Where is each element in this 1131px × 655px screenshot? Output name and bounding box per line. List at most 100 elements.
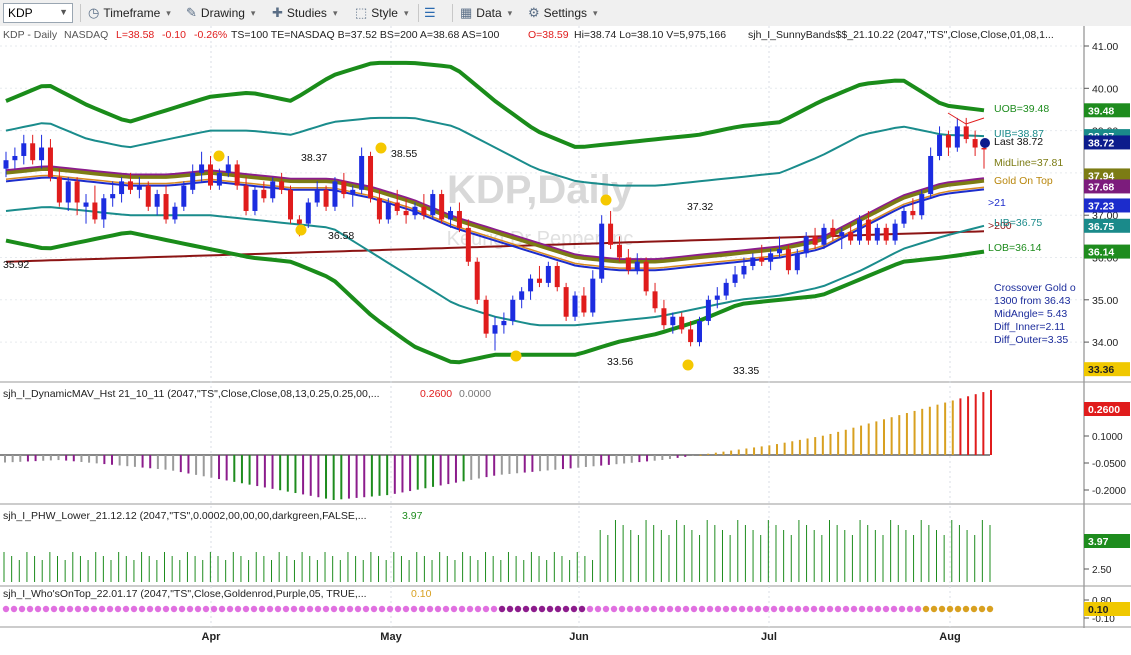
- whos-on-top-dot: [2, 605, 10, 613]
- histogram-bar: [707, 453, 710, 455]
- whos-on-top-dot: [770, 605, 778, 613]
- histogram-bar: [462, 455, 465, 482]
- whos-on-top-dot: [514, 605, 522, 613]
- histogram-bar: [294, 455, 297, 494]
- candle-body: [937, 134, 943, 156]
- status-study: sjh_I_SunnyBands$$_21.10.22 (2047,"TS",C…: [748, 29, 1054, 41]
- whos-on-top-dot: [866, 605, 874, 613]
- candle-body: [483, 299, 489, 334]
- status-exchange: NASDAQ: [64, 29, 108, 41]
- histogram-bar: [653, 455, 656, 461]
- whos-on-top-dot: [226, 605, 234, 613]
- histogram-bar: [944, 402, 947, 455]
- status-quotes: TS=100 TE=NASDAQ B=37.52 BS=200 A=38.68 …: [231, 29, 499, 41]
- whos-on-top-dot: [210, 605, 218, 613]
- candle-body: [616, 244, 622, 258]
- panel3-value: 0.10: [411, 588, 432, 600]
- candle-body: [919, 194, 925, 216]
- histogram-bar: [393, 455, 396, 494]
- chevron-down-icon: ▾: [403, 7, 409, 18]
- panel3-badge: [1084, 602, 1130, 616]
- whos-on-top-dot: [218, 605, 226, 613]
- histogram-bar: [913, 410, 916, 455]
- histogram-bar: [630, 455, 633, 463]
- histogram-bar: [263, 455, 266, 488]
- histogram-bar: [447, 455, 450, 485]
- histogram-bar: [80, 455, 83, 462]
- whos-on-top-dot: [586, 605, 594, 613]
- whos-on-top-dot: [554, 605, 562, 613]
- histogram-bar: [248, 455, 251, 485]
- clock-icon: ◷: [88, 5, 100, 20]
- panel3-title: sjh_I_Who'sOnTop_22.01.17 (2047,"TS",Clo…: [3, 588, 432, 600]
- data-button[interactable]: ▦ Data ▾: [460, 3, 512, 23]
- histogram-bar: [401, 455, 404, 493]
- whos-on-top-dot: [986, 605, 994, 613]
- candle-body: [777, 249, 783, 254]
- swing-label: 36.58: [328, 230, 354, 242]
- layout-button[interactable]: ☰: [424, 3, 440, 23]
- histogram-bar: [936, 404, 939, 455]
- whos-on-top-dot: [34, 605, 42, 613]
- candle-body: [190, 172, 196, 190]
- histogram-bar: [309, 455, 312, 496]
- whos-on-top-dot: [146, 605, 154, 613]
- candle-body: [456, 210, 462, 228]
- style-button[interactable]: ⬚ Style ▾: [355, 3, 409, 23]
- whos-on-top-dot: [362, 605, 370, 613]
- candle-body: [874, 227, 880, 241]
- whos-on-top-dot: [642, 605, 650, 613]
- whos-on-top-dot: [354, 605, 362, 613]
- lob-band: [5, 230, 985, 365]
- price-axis[interactable]: 41.0040.0039.0038.0037.0036.0035.0034.00…: [1084, 41, 1130, 377]
- candle-body: [821, 227, 827, 245]
- whos-on-top-dot: [762, 605, 770, 613]
- layout-icon: ☰: [424, 5, 436, 20]
- timeframe-button[interactable]: ◷ Timeframe ▾: [88, 3, 171, 23]
- symbol-selector[interactable]: KDP ▼: [3, 3, 73, 23]
- candle-body: [207, 164, 213, 186]
- whos-on-top-dot: [338, 605, 346, 613]
- whos-on-top-dot: [250, 605, 258, 613]
- swing-dot: [213, 150, 225, 162]
- whos-on-top-dot: [674, 605, 682, 613]
- histogram-bar: [332, 455, 335, 500]
- ma21-label: >21: [988, 197, 1006, 209]
- histogram-bar: [11, 455, 14, 463]
- whos-on-top-dot: [682, 605, 690, 613]
- x-tick-label: Apr: [202, 631, 222, 643]
- whos-on-top-dot: [698, 605, 706, 613]
- histogram-bar: [95, 455, 98, 464]
- candle-body: [759, 257, 765, 262]
- histogram-bar: [783, 442, 786, 455]
- drawing-button[interactable]: ✎ Drawing ▾: [186, 3, 255, 23]
- histogram-bar: [921, 408, 924, 455]
- candle-body: [314, 189, 320, 203]
- studies-button[interactable]: ✚ Studies ▾: [272, 3, 337, 23]
- settings-button[interactable]: ⚙ Settings ▾: [528, 3, 598, 23]
- crossover-line: Diff_Inner=2.11: [994, 321, 1065, 333]
- panel1-title: sjh_I_DynamicMAV_Hst 21_10_11 (2047,"TS"…: [3, 388, 491, 400]
- histogram-bar: [317, 455, 320, 498]
- histogram-layer: [0, 390, 992, 500]
- candle-body: [47, 147, 53, 178]
- histogram-bar: [416, 455, 419, 490]
- panel3-title-text: sjh_I_Who'sOnTop_22.01.17 (2047,"TS",Clo…: [3, 588, 367, 600]
- last-dot: [980, 138, 990, 148]
- price-badge-label: 39.48: [1088, 105, 1114, 117]
- candle-body: [501, 320, 507, 326]
- candle-body: [181, 185, 187, 207]
- chevron-down-icon: ▾: [332, 7, 338, 18]
- histogram-bar: [477, 455, 480, 479]
- candle-body: [412, 206, 418, 216]
- chart-area[interactable]: KDP,Daily Keurig Dr Pepper Inc KDP - Dai…: [0, 26, 1131, 655]
- candle-body: [199, 164, 205, 173]
- candle-body: [696, 320, 702, 343]
- whos-on-top-dot: [122, 605, 130, 613]
- histogram-bar: [584, 455, 587, 467]
- crossover-line: Diff_Outer=3.35: [994, 334, 1068, 346]
- whos-on-top-dot: [722, 605, 730, 613]
- whos-on-top-dot: [962, 605, 970, 613]
- histogram-bar: [974, 394, 977, 455]
- histogram-bar: [88, 455, 91, 463]
